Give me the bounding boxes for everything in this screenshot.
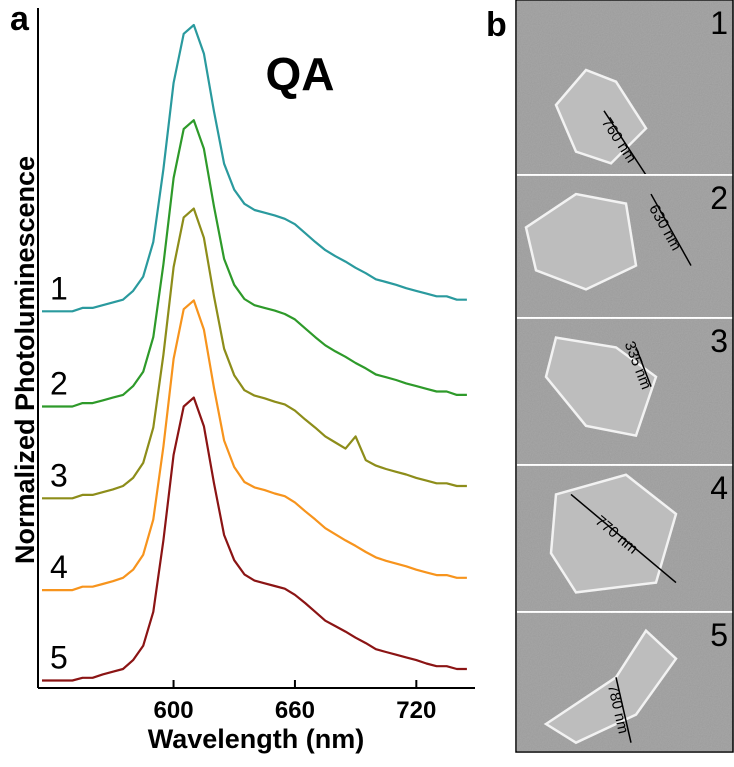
line-series bbox=[42, 396, 467, 682]
series-label: 5 bbox=[50, 640, 68, 676]
image-label: 2 bbox=[710, 180, 728, 216]
line-series bbox=[42, 299, 467, 592]
panel-label: a bbox=[10, 0, 30, 38]
scale-line bbox=[635, 347, 652, 387]
series-label: 1 bbox=[50, 270, 68, 306]
scale-line bbox=[570, 493, 677, 584]
panel-frame bbox=[515, 0, 734, 753]
x-axis-label: Wavelength (nm) bbox=[148, 724, 365, 754]
image-label: 3 bbox=[710, 323, 728, 359]
line-series bbox=[42, 207, 467, 500]
sem-image: 335 nm 3 bbox=[515, 317, 734, 466]
flake bbox=[524, 192, 638, 291]
image-label: 5 bbox=[710, 617, 728, 653]
x-tick-label: 660 bbox=[275, 697, 315, 724]
series-label: 3 bbox=[50, 457, 68, 493]
image-label: 1 bbox=[710, 5, 728, 41]
sem-image: 760 nm1 bbox=[515, 0, 734, 176]
annotation: QA bbox=[266, 48, 335, 100]
panel-label: b bbox=[486, 6, 507, 44]
series-label: 4 bbox=[50, 549, 68, 585]
line-series bbox=[42, 119, 467, 408]
sem-image: 630 nm2 bbox=[515, 174, 734, 319]
scale-line bbox=[603, 110, 647, 176]
sem-image: 780 nm5 bbox=[515, 611, 734, 753]
sem-image: 770 nm4 bbox=[515, 464, 734, 613]
series-label: 2 bbox=[50, 365, 68, 401]
scale-line bbox=[615, 677, 632, 743]
plot-area: 600 660 720 1 2 3 4 5 bbox=[37, 8, 475, 724]
image-label: 4 bbox=[710, 470, 728, 506]
y-axis-label: Normalized Photoluminescence bbox=[10, 156, 40, 564]
scale-line bbox=[650, 193, 692, 266]
flake bbox=[544, 336, 658, 438]
flake bbox=[543, 628, 678, 745]
line-series bbox=[42, 23, 467, 313]
x-tick-label: 720 bbox=[396, 697, 436, 724]
x-tick-label: 600 bbox=[154, 697, 194, 724]
